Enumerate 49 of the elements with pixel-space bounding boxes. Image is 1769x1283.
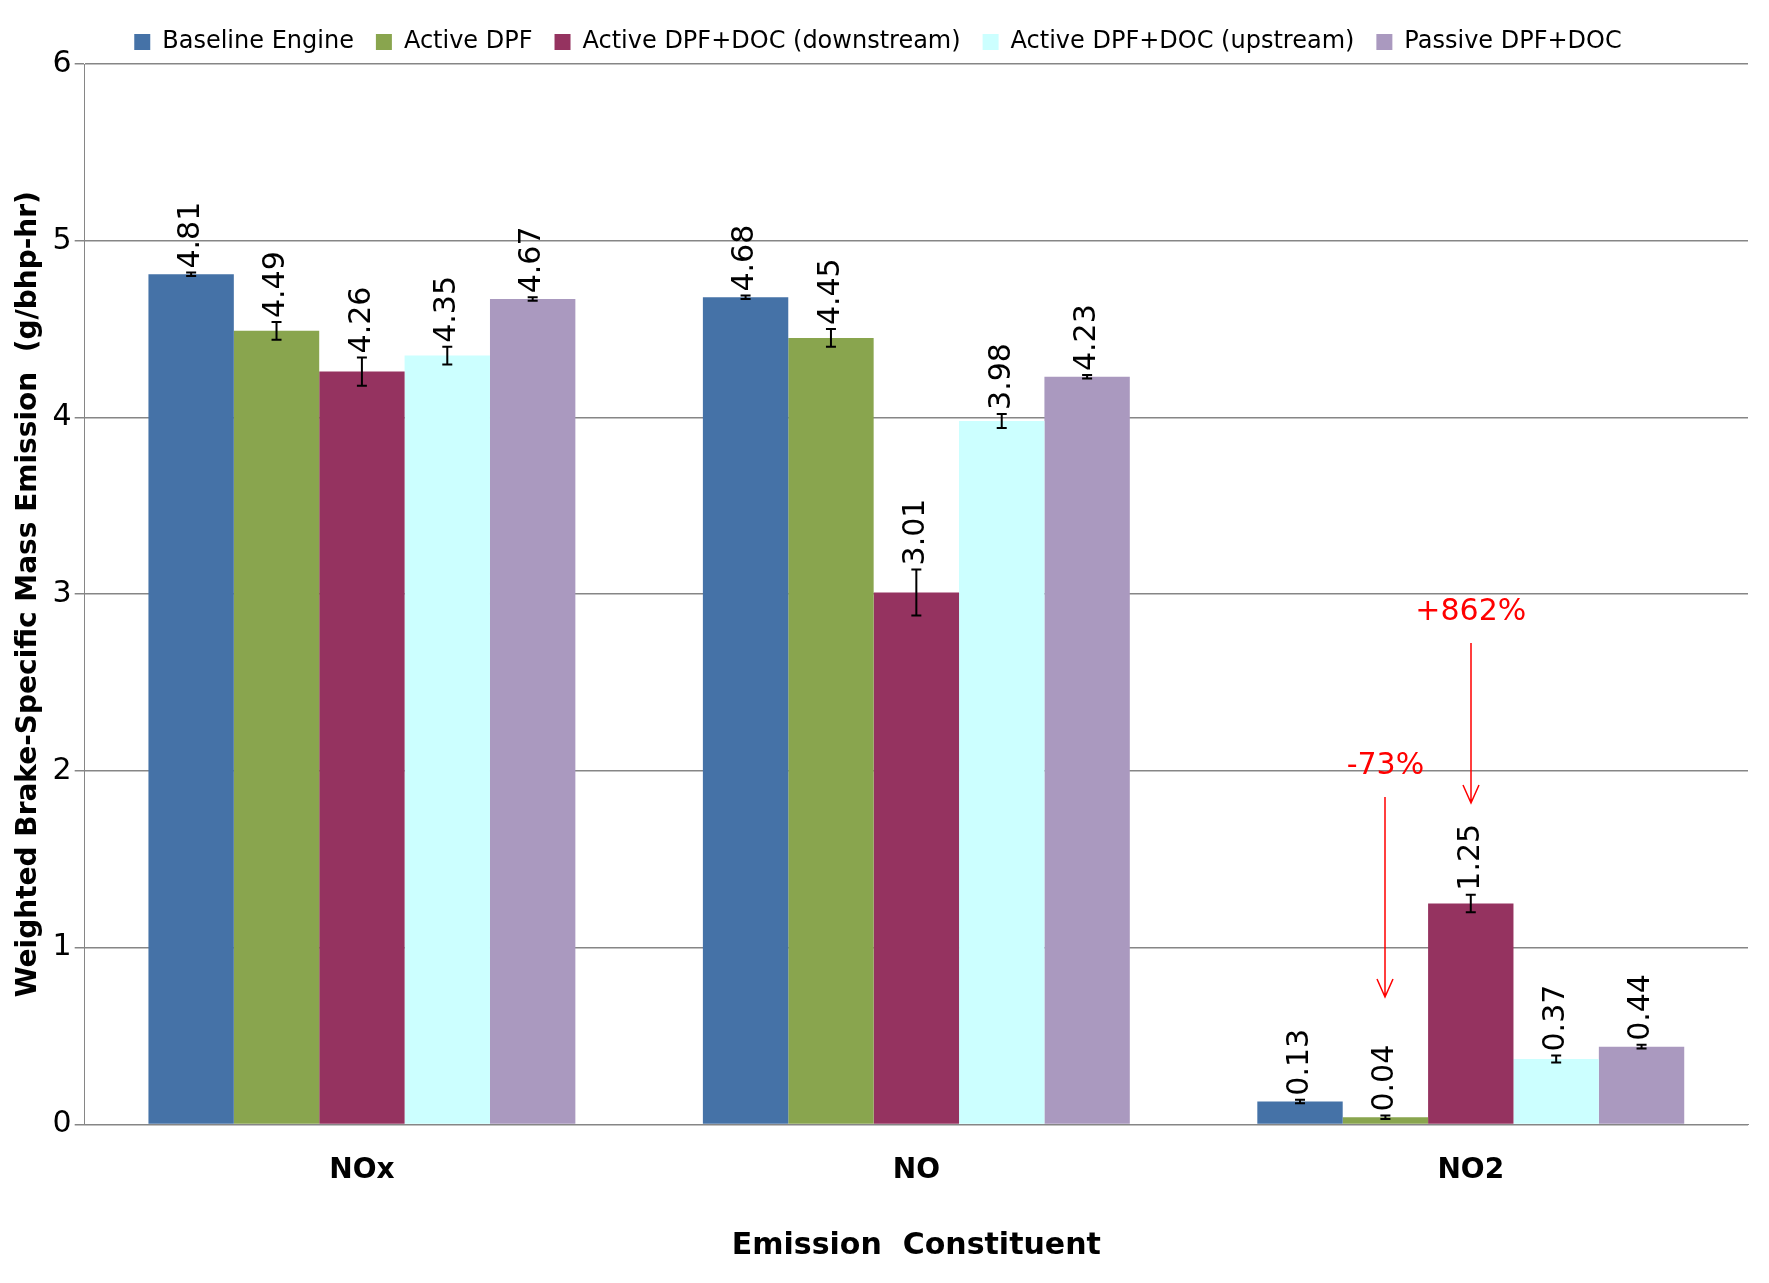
data-label: 0.44 xyxy=(1621,974,1657,1041)
data-label: 4.68 xyxy=(725,224,761,292)
data-label: 3.98 xyxy=(981,343,1017,410)
legend-label: Active DPF xyxy=(403,26,533,55)
x-axis-title: Emission Constituent xyxy=(731,1225,1101,1261)
bar xyxy=(404,355,490,1124)
data-label: 0.04 xyxy=(1365,1044,1401,1112)
data-label: 4.23 xyxy=(1066,304,1102,372)
bar xyxy=(1513,1059,1599,1124)
data-label: 4.81 xyxy=(170,201,206,269)
x-tick-label: NO2 xyxy=(1437,1152,1505,1186)
data-label: 3.01 xyxy=(896,498,932,566)
legend-label: Active DPF+DOC (upstream) xyxy=(1010,26,1355,55)
x-tick-label: NOx xyxy=(329,1152,395,1186)
bar xyxy=(1342,1117,1429,1124)
legend-label: Passive DPF+DOC xyxy=(1404,26,1622,55)
data-label: 4.35 xyxy=(427,275,463,343)
bar xyxy=(1257,1101,1343,1124)
annotation: +862% xyxy=(1415,592,1527,628)
y-tick-label: 5 xyxy=(52,220,72,256)
annotation: -73% xyxy=(1346,746,1425,782)
data-label: 4.67 xyxy=(512,226,548,294)
bar xyxy=(702,297,789,1124)
bar xyxy=(959,421,1045,1124)
y-tick-label: 2 xyxy=(52,750,72,786)
bar xyxy=(873,592,960,1124)
y-tick-label: 1 xyxy=(52,927,72,963)
data-label: 4.49 xyxy=(256,251,292,319)
data-label: 4.26 xyxy=(341,286,377,354)
legend-label: Active DPF+DOC (downstream) xyxy=(582,26,961,55)
y-axis-title: Weighted Brake-Specific Mass Emission (g/bhp-hr) xyxy=(10,191,44,998)
y-tick-label: 0 xyxy=(52,1104,72,1140)
bar xyxy=(319,371,405,1124)
bar xyxy=(1044,376,1130,1124)
bar xyxy=(233,330,320,1124)
bar xyxy=(148,274,234,1124)
bar xyxy=(1598,1046,1685,1124)
y-tick-label: 6 xyxy=(52,43,72,79)
data-label: 0.37 xyxy=(1535,984,1571,1052)
data-label: 4.45 xyxy=(810,258,846,326)
y-tick-label: 3 xyxy=(52,574,72,609)
data-label: 1.25 xyxy=(1450,823,1486,891)
bar xyxy=(788,337,874,1124)
bar xyxy=(1428,903,1514,1124)
y-tick-label: 4 xyxy=(52,397,72,433)
legend-label: Baseline Engine xyxy=(162,26,354,55)
x-tick-label: NO xyxy=(892,1152,940,1186)
data-label: 0.13 xyxy=(1279,1028,1315,1096)
bar xyxy=(489,299,576,1124)
